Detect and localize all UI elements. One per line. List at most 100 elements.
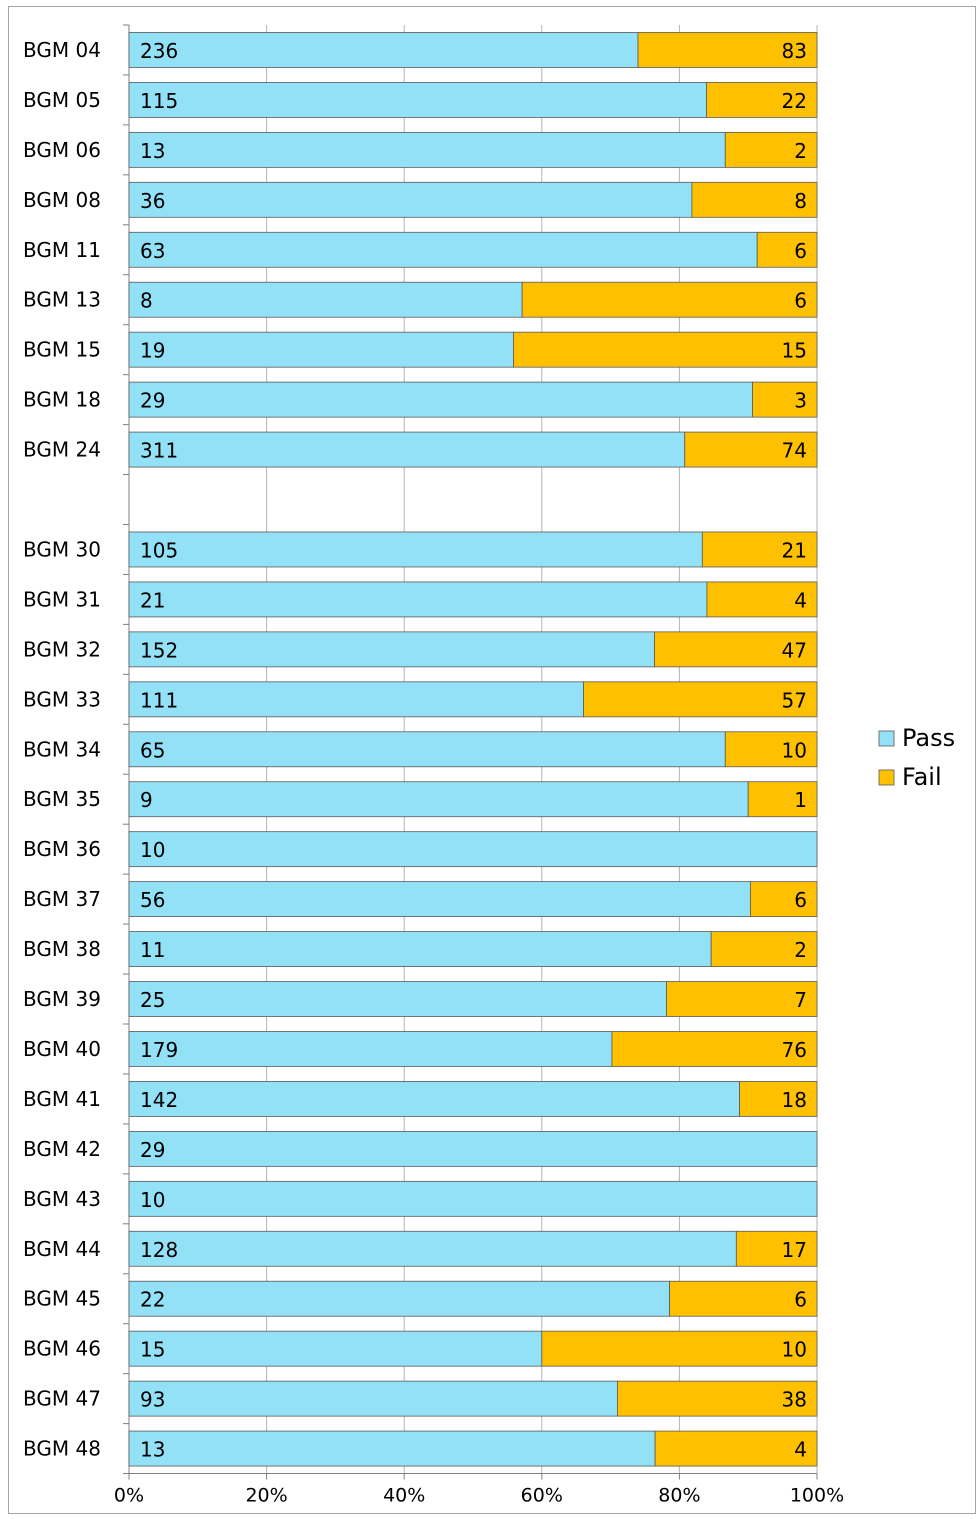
category-label: BGM 37 bbox=[23, 887, 101, 911]
fail-value-label: 74 bbox=[782, 439, 807, 463]
fail-bar bbox=[747, 781, 818, 818]
fail-bar bbox=[724, 131, 818, 168]
fail-value-label: 10 bbox=[782, 1338, 807, 1362]
fail-bar bbox=[684, 431, 818, 468]
category-label: BGM 36 bbox=[23, 837, 101, 861]
chart-area: 0% 20% 40% 60% 80% 100% BGM 04 236 83 BGM 05 115 22… bbox=[8, 6, 976, 1514]
pass-bar bbox=[128, 981, 667, 1017]
fail-bar bbox=[513, 331, 818, 368]
fail-bar bbox=[617, 1380, 818, 1417]
category-label: BGM 11 bbox=[23, 238, 101, 262]
category-label: BGM 46 bbox=[23, 1337, 101, 1361]
pass-bar bbox=[128, 1430, 656, 1467]
pass-bar bbox=[128, 1130, 818, 1167]
fail-value-label: 2 bbox=[794, 139, 807, 163]
fail-value-label: 47 bbox=[782, 638, 807, 662]
fail-value-label: 1 bbox=[794, 788, 807, 812]
legend-swatch-fail bbox=[878, 769, 895, 786]
pass-bar bbox=[128, 781, 749, 818]
pass-value-label: 29 bbox=[140, 1138, 165, 1162]
category-label: BGM 38 bbox=[23, 937, 101, 961]
category-label: BGM 08 bbox=[23, 188, 101, 212]
x-tick-label: 80% bbox=[658, 1485, 700, 1507]
legend-swatch-pass bbox=[878, 730, 895, 747]
category-label: BGM 40 bbox=[23, 1037, 101, 1061]
pass-value-label: 311 bbox=[140, 439, 178, 463]
pass-bar bbox=[128, 1230, 737, 1267]
fail-bar bbox=[756, 231, 818, 268]
fail-value-label: 17 bbox=[782, 1238, 807, 1262]
fail-bar bbox=[583, 681, 818, 718]
fail-value-label: 8 bbox=[794, 189, 807, 213]
pass-bar bbox=[128, 631, 655, 668]
fail-value-label: 15 bbox=[782, 339, 807, 363]
fail-bar bbox=[666, 981, 818, 1017]
category-label: BGM 42 bbox=[23, 1137, 101, 1161]
category-label: BGM 45 bbox=[23, 1287, 101, 1311]
pass-value-label: 21 bbox=[140, 588, 165, 612]
fail-value-label: 57 bbox=[782, 688, 807, 712]
fail-value-label: 18 bbox=[782, 1088, 807, 1112]
fail-value-label: 22 bbox=[782, 89, 807, 113]
category-label: BGM 41 bbox=[23, 1087, 101, 1111]
pass-value-label: 236 bbox=[140, 39, 178, 63]
category-label: BGM 30 bbox=[23, 537, 101, 561]
pass-value-label: 128 bbox=[140, 1238, 178, 1262]
category-label: BGM 15 bbox=[23, 338, 101, 362]
category-label: BGM 48 bbox=[23, 1437, 101, 1461]
category-label: BGM 47 bbox=[23, 1387, 101, 1411]
fail-bar bbox=[637, 32, 818, 68]
x-tick-label: 100% bbox=[790, 1485, 844, 1507]
fail-value-label: 7 bbox=[794, 988, 807, 1012]
fail-value-label: 2 bbox=[794, 938, 807, 962]
category-label: BGM 39 bbox=[23, 987, 101, 1011]
fail-value-label: 6 bbox=[794, 239, 807, 263]
pass-value-label: 9 bbox=[140, 788, 153, 812]
pass-value-label: 25 bbox=[140, 988, 165, 1012]
pass-bar bbox=[128, 331, 514, 368]
fail-value-label: 83 bbox=[782, 39, 807, 63]
fail-bar bbox=[739, 1081, 818, 1117]
fail-value-label: 4 bbox=[794, 588, 807, 612]
category-label: BGM 06 bbox=[23, 138, 101, 162]
fail-bar bbox=[611, 1031, 818, 1067]
pass-value-label: 179 bbox=[140, 1038, 178, 1062]
pass-bar bbox=[128, 281, 523, 318]
fail-bar bbox=[669, 1280, 818, 1317]
pass-value-label: 152 bbox=[140, 638, 178, 662]
pass-bar bbox=[128, 1180, 818, 1217]
category-label: BGM 18 bbox=[23, 388, 101, 412]
category-label: BGM 31 bbox=[23, 587, 101, 611]
category-label: BGM 32 bbox=[23, 637, 101, 661]
pass-bar bbox=[128, 1330, 543, 1367]
pass-bar bbox=[128, 881, 751, 918]
pass-value-label: 63 bbox=[140, 239, 165, 263]
fail-bar bbox=[654, 1430, 818, 1467]
pass-value-label: 36 bbox=[140, 189, 165, 213]
pass-bar bbox=[128, 931, 712, 967]
fail-bar bbox=[706, 82, 818, 118]
pass-value-label: 93 bbox=[140, 1388, 165, 1412]
fail-bar bbox=[521, 281, 818, 318]
x-tick-label: 0% bbox=[114, 1485, 144, 1507]
category-label: BGM 04 bbox=[23, 38, 101, 62]
fail-value-label: 6 bbox=[794, 289, 807, 313]
pass-bar bbox=[128, 831, 818, 868]
fail-bar bbox=[654, 631, 818, 668]
category-label: BGM 35 bbox=[23, 787, 101, 811]
pass-value-label: 10 bbox=[140, 1188, 165, 1212]
fail-value-label: 21 bbox=[782, 538, 807, 562]
fail-bar bbox=[752, 381, 818, 418]
pass-bar bbox=[128, 231, 758, 268]
pass-value-label: 111 bbox=[140, 688, 178, 712]
pass-value-label: 105 bbox=[140, 538, 178, 562]
pass-bar bbox=[128, 1031, 613, 1067]
category-label: BGM 05 bbox=[23, 88, 101, 112]
fail-value-label: 4 bbox=[794, 1438, 807, 1462]
fail-value-label: 6 bbox=[794, 1288, 807, 1312]
fail-bar bbox=[724, 731, 818, 768]
pass-bar bbox=[128, 32, 639, 68]
category-label: BGM 34 bbox=[23, 737, 101, 761]
pass-value-label: 13 bbox=[140, 1438, 165, 1462]
